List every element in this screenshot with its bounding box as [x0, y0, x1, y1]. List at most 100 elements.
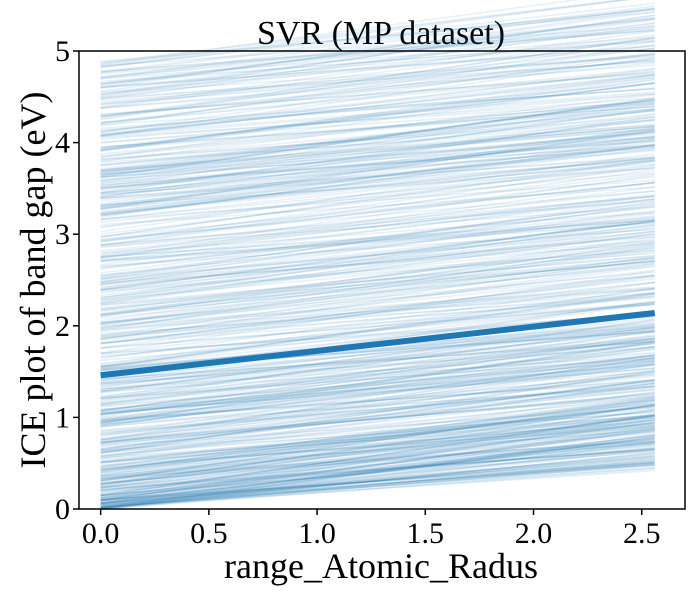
ice-line — [100, 371, 655, 454]
ice-line — [100, 468, 655, 509]
ice-line — [100, 337, 655, 385]
ice-line — [100, 295, 655, 344]
ice-line — [100, 160, 655, 238]
ice-line — [100, 232, 655, 305]
ice-line — [100, 447, 655, 497]
y-tick-label: 5 — [55, 35, 70, 68]
ice-line — [100, 226, 655, 304]
ice-line — [100, 19, 655, 93]
ice-line — [100, 93, 655, 144]
ice-line — [100, 136, 655, 176]
ice-line — [100, 247, 655, 301]
ice-line — [100, 410, 655, 456]
ice-line — [100, 102, 655, 144]
ice-line — [100, 457, 655, 504]
ice-line — [100, 415, 655, 484]
ice-line — [100, 396, 655, 476]
ice-line — [100, 26, 655, 96]
ice-line — [100, 467, 655, 506]
ice-line — [100, 281, 655, 345]
ice-line — [100, 404, 655, 476]
ice-line — [100, 108, 655, 148]
ice-line — [100, 397, 655, 480]
ice-line — [100, 380, 655, 445]
ice-line — [100, 82, 655, 149]
ice-line — [100, 362, 655, 415]
ice-line — [100, 422, 655, 464]
ice-line — [100, 256, 655, 325]
ice-line — [100, 430, 655, 489]
ice-line — [100, 385, 655, 451]
ice-line — [100, 330, 655, 403]
ice-line — [100, 140, 655, 219]
ice-line — [100, 233, 655, 291]
ice-line — [100, 398, 655, 458]
ice-line — [100, 442, 655, 491]
ice-line — [100, 387, 655, 449]
ice-line — [100, 22, 655, 85]
ice-line — [100, 36, 655, 109]
ice-line — [100, 8, 655, 89]
ice-line — [100, 402, 655, 463]
ice-line — [100, 385, 655, 447]
ice-line — [100, 425, 655, 485]
ice-line — [100, 87, 655, 131]
ice-line — [100, 318, 655, 393]
ice-line — [100, 8, 655, 74]
ice-line — [100, 462, 655, 510]
ice-line — [100, 59, 655, 105]
ice-line — [100, 55, 655, 94]
ice-line — [100, 327, 655, 370]
ice-line — [100, 287, 655, 328]
ice-line — [100, 22, 655, 98]
ice-line — [100, 340, 655, 394]
ice-line — [100, 292, 655, 368]
ice-line — [100, 72, 655, 116]
ice-line — [100, 417, 655, 497]
ice-line — [100, 324, 655, 388]
ice-line — [100, 7, 655, 79]
ice-line — [100, 144, 655, 217]
ice-line — [100, 400, 655, 482]
ice-line — [100, 214, 655, 280]
ice-line — [100, 5, 655, 73]
ice-line — [100, 244, 655, 327]
ice-line — [100, 58, 655, 118]
ice-line — [100, 356, 655, 424]
ice-line — [100, 451, 655, 510]
ice-line — [100, 221, 655, 262]
ice-line — [100, 440, 655, 502]
ice-line — [100, 129, 655, 211]
ice-line — [100, 158, 655, 221]
ice-line — [100, 464, 655, 508]
ice-line — [100, 43, 655, 127]
ice-line — [100, 223, 655, 294]
ice-line — [100, 125, 655, 171]
ice-line — [100, 340, 655, 422]
ice-line — [100, 59, 655, 109]
ice-line — [100, 40, 655, 88]
ice-line — [100, 157, 655, 195]
ice-line — [100, 53, 655, 133]
ice-line — [100, 240, 655, 299]
ice-line — [100, 364, 655, 426]
ice-line — [100, 198, 655, 254]
ice-line — [100, 286, 655, 337]
ice-line — [100, 143, 655, 186]
ice-line — [100, 17, 655, 80]
ice-line — [100, 340, 655, 392]
ice-line — [100, 360, 655, 407]
ice-line — [100, 235, 655, 288]
ice-line — [100, 105, 655, 149]
ice-line — [100, 76, 655, 151]
ice-line — [100, 14, 655, 97]
ice-line — [100, 338, 655, 412]
ice-line — [100, 379, 655, 452]
ice-line — [100, 281, 655, 340]
ice-line — [100, 168, 655, 246]
ice-line — [100, 354, 655, 416]
ice-line — [100, 2, 655, 69]
ice-line — [100, 292, 655, 366]
ice-line — [100, 340, 655, 380]
ice-line — [100, 429, 655, 472]
